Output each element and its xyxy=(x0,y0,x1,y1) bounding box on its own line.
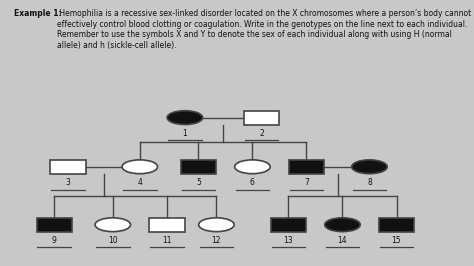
FancyBboxPatch shape xyxy=(149,218,184,232)
Text: 14: 14 xyxy=(337,236,347,245)
Text: 8: 8 xyxy=(367,178,372,187)
FancyBboxPatch shape xyxy=(36,218,72,232)
Text: 3: 3 xyxy=(65,178,70,187)
FancyBboxPatch shape xyxy=(244,111,279,124)
FancyBboxPatch shape xyxy=(289,160,324,174)
Text: 1: 1 xyxy=(182,129,187,138)
Text: 5: 5 xyxy=(196,178,201,187)
Circle shape xyxy=(122,160,157,174)
Circle shape xyxy=(235,160,270,174)
Circle shape xyxy=(199,218,234,232)
Text: 10: 10 xyxy=(108,236,118,245)
Circle shape xyxy=(167,111,202,124)
Text: 12: 12 xyxy=(211,236,221,245)
FancyBboxPatch shape xyxy=(50,160,85,174)
Text: 15: 15 xyxy=(392,236,401,245)
Text: 11: 11 xyxy=(162,236,172,245)
Circle shape xyxy=(352,160,387,174)
Circle shape xyxy=(95,218,130,232)
FancyBboxPatch shape xyxy=(271,218,306,232)
Text: 4: 4 xyxy=(137,178,142,187)
Text: 2: 2 xyxy=(259,129,264,138)
Text: Hemophilia is a recessive sex-linked disorder located on the X chromosomes where: Hemophilia is a recessive sex-linked dis… xyxy=(56,9,471,49)
Circle shape xyxy=(325,218,360,232)
Text: Example 1:: Example 1: xyxy=(14,9,61,18)
FancyBboxPatch shape xyxy=(181,160,216,174)
Text: 9: 9 xyxy=(52,236,57,245)
Text: 6: 6 xyxy=(250,178,255,187)
FancyBboxPatch shape xyxy=(379,218,414,232)
Text: 7: 7 xyxy=(304,178,309,187)
Text: 13: 13 xyxy=(283,236,293,245)
